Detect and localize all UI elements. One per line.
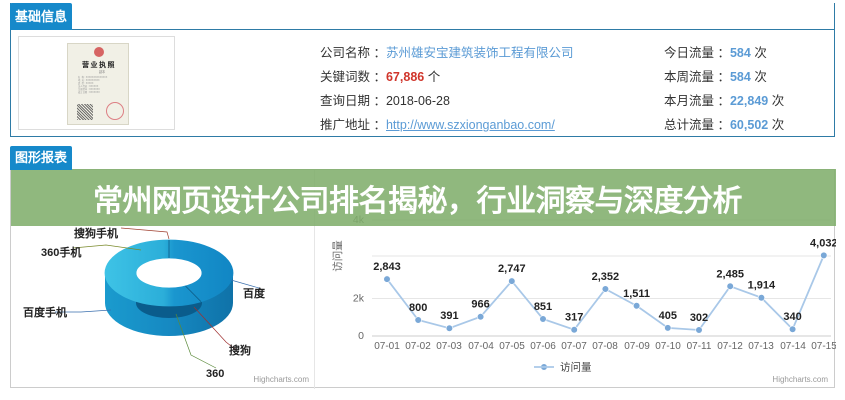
svg-text:访问量: 访问量 [331, 240, 344, 272]
svg-text:340: 340 [783, 311, 801, 323]
svg-text:800: 800 [409, 302, 427, 314]
svg-text:2,352: 2,352 [592, 271, 620, 283]
svg-text:317: 317 [565, 312, 583, 324]
svg-text:360: 360 [206, 368, 224, 380]
svg-text:391: 391 [440, 310, 458, 322]
svg-text:Highcharts.com: Highcharts.com [772, 375, 828, 384]
svg-text:07-15: 07-15 [811, 341, 836, 352]
svg-text:2,843: 2,843 [373, 261, 401, 273]
svg-text:搜狗: 搜狗 [229, 343, 251, 357]
svg-text:966: 966 [471, 299, 489, 311]
svg-text:07-14: 07-14 [780, 341, 806, 352]
svg-text:302: 302 [690, 312, 708, 324]
svg-text:07-01: 07-01 [374, 341, 400, 352]
svg-text:访问量: 访问量 [560, 361, 592, 374]
svg-text:07-09: 07-09 [624, 341, 650, 352]
svg-text:851: 851 [534, 301, 552, 313]
svg-text:07-03: 07-03 [436, 341, 462, 352]
svg-text:07-13: 07-13 [748, 341, 774, 352]
svg-text:405: 405 [659, 310, 677, 322]
svg-text:07-02: 07-02 [405, 341, 431, 352]
svg-text:07-10: 07-10 [655, 341, 681, 352]
svg-text:2k: 2k [353, 293, 365, 305]
svg-text:1,511: 1,511 [623, 288, 650, 300]
svg-text:07-11: 07-11 [687, 341, 712, 352]
svg-text:07-07: 07-07 [561, 341, 587, 352]
svg-text:0: 0 [358, 330, 364, 342]
svg-text:百度手机: 百度手机 [23, 305, 67, 319]
svg-text:360手机: 360手机 [41, 245, 81, 259]
svg-text:07-04: 07-04 [468, 341, 494, 352]
svg-text:07-12: 07-12 [717, 341, 743, 352]
svg-text:2,747: 2,747 [498, 263, 526, 275]
svg-text:07-05: 07-05 [499, 341, 525, 352]
svg-text:Highcharts.com: Highcharts.com [253, 375, 309, 384]
svg-text:1,914: 1,914 [748, 280, 776, 292]
svg-text:07-06: 07-06 [530, 341, 556, 352]
svg-text:07-08: 07-08 [592, 341, 618, 352]
svg-text:百度: 百度 [243, 286, 266, 300]
svg-text:2,485: 2,485 [716, 268, 744, 280]
svg-text:4,032: 4,032 [810, 237, 836, 249]
